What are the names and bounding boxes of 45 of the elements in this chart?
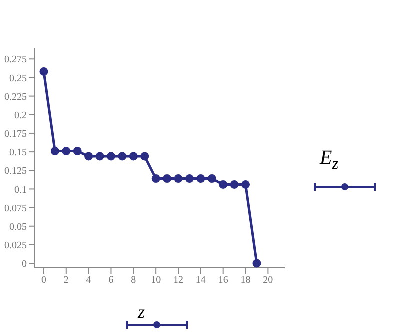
x-tick-label: 16 (218, 275, 228, 286)
point (219, 180, 228, 190)
point (140, 152, 150, 161)
point (50, 147, 60, 156)
y-tick-label: 0.05 (10, 222, 27, 233)
x-tick-label: 12 (174, 275, 184, 286)
y-tick-label: 0.15 (10, 148, 27, 159)
point (185, 174, 194, 184)
x-tick-label: 20 (263, 275, 274, 286)
y-tick-label: 0 (22, 259, 27, 270)
point (62, 147, 71, 156)
point (208, 174, 216, 184)
x-tick-label: 8 (131, 275, 136, 286)
x-tick-label: 4 (86, 275, 92, 286)
x-tick-label: 6 (108, 275, 114, 286)
x-tick-label: 10 (151, 275, 162, 286)
y-tick-label: 0.25 (10, 73, 27, 84)
y-axis-title: E$_{z}$ (320, 147, 339, 174)
point (252, 259, 262, 268)
point (242, 180, 250, 190)
y-tick-label: 0.075 (4, 203, 27, 214)
y-tick-label: 0.2 (14, 110, 27, 122)
y-tick-label: 0.175 (4, 129, 27, 140)
x-tick-label: 18 (240, 275, 251, 286)
point (96, 152, 104, 161)
y-tick-label: 0.125 (4, 166, 27, 178)
point (230, 180, 239, 190)
point (40, 68, 48, 76)
y-tick-label: 0.1 (14, 184, 27, 196)
x-tick-label: 2 (64, 275, 69, 286)
point (163, 174, 172, 184)
point (152, 174, 160, 184)
x-tick-label: 14 (196, 275, 206, 286)
point (106, 152, 116, 161)
y-tick-label: 0.025 (4, 240, 27, 252)
point (174, 174, 183, 184)
point (118, 152, 127, 161)
point (129, 152, 138, 161)
point (196, 174, 206, 184)
y-tick-label: 0.275 (4, 54, 27, 66)
y-tick-label: 0.225 (4, 92, 27, 103)
x-axis-title: z (138, 302, 146, 323)
point (73, 147, 82, 156)
point (84, 152, 94, 161)
x-tick-label: 0 (41, 275, 46, 286)
